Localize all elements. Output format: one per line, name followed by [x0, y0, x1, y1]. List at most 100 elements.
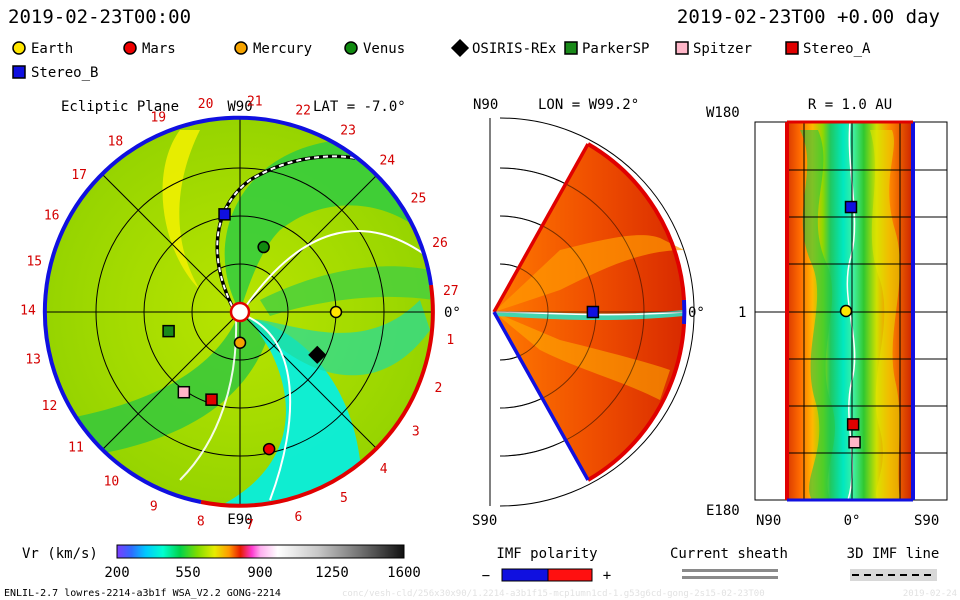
stereo-b-marker-icon: [12, 65, 26, 79]
legend-label: Mars: [142, 41, 176, 57]
imf-polarity-label: IMF polarity: [496, 546, 597, 562]
date-stamp: 2019-02-24: [903, 589, 957, 599]
stereo-a-marker-icon: [785, 41, 799, 55]
colorbar-tick: 900: [247, 565, 272, 581]
ecliptic-tick-label: 10: [104, 475, 120, 490]
ecliptic-tick-label: 20: [198, 97, 214, 112]
osiris-rex-marker: [308, 345, 327, 364]
legend-item-mars: Mars: [123, 41, 176, 57]
colorbar-label: Vr (km/s): [22, 546, 98, 562]
radial-panel: R = 1.0 AU W180 1 E180 N90 0° S90: [706, 97, 948, 529]
parkersp-marker: [162, 324, 175, 338]
current-sheath-legend: Current sheath: [670, 546, 788, 579]
stereo-b-marker: [218, 208, 231, 221]
colorbar-tick: 1600: [387, 565, 421, 581]
legend-item-parkersp: ParkerSP: [564, 41, 649, 57]
ecliptic-panel: Ecliptic Plane LAT = -7.0° W90 E90 0°: [20, 95, 461, 533]
ecliptic-rim-positive: [200, 284, 435, 508]
meridional-top-label: N90: [473, 97, 498, 113]
ecliptic-tick-label: 26: [432, 236, 448, 251]
imf-3d-label: 3D IMF line: [847, 546, 940, 562]
ecliptic-tick-label: 24: [379, 154, 395, 169]
legend: Earth Mars Mercury Venus OSIRIS-REx Park…: [12, 38, 871, 81]
radial-bodies: [839, 200, 861, 449]
datetime-right: 2019-02-23T00 +0.00 day: [677, 6, 940, 28]
ecliptic-tick-label: 6: [294, 510, 302, 525]
ecliptic-right-label: 0°: [444, 305, 461, 321]
ecliptic-tick-label: 1: [446, 333, 454, 348]
radial-left-mid: 1: [738, 305, 746, 321]
current-sheath-label: Current sheath: [670, 546, 788, 562]
legend-item-osiris-rex: OSIRIS-REx: [450, 38, 556, 58]
ecliptic-tick-label: 27: [443, 284, 459, 299]
mars-marker-icon: [123, 41, 137, 55]
ecliptic-tick-label: 9: [150, 500, 158, 515]
ecliptic-tick-label: 4: [380, 462, 388, 477]
run-info: conc/vesh-cld/256x30x90/1.2214-a3b1f15-m…: [342, 589, 765, 599]
radial-bottom-left: N90: [756, 513, 781, 529]
radial-title: R = 1.0 AU: [808, 97, 892, 113]
ecliptic-tick-label: 21: [247, 95, 263, 110]
radial-left-bottom: E180: [706, 503, 740, 519]
meridional-panel: N90 LON = W99.2° S90 0°: [472, 97, 705, 529]
legend-label: Stereo_A: [803, 41, 871, 57]
current-sheath-line-icon: [682, 569, 778, 572]
ecliptic-bottom-label: E90: [227, 512, 252, 528]
ecliptic-tick-label: 8: [197, 514, 205, 529]
mercury-marker: [233, 336, 247, 349]
imf-negative-swatch: [501, 568, 549, 582]
ecliptic-lat-label: LAT = -7.0°: [313, 99, 406, 115]
legend-label: Venus: [363, 41, 405, 57]
meridional-rim-positive: [586, 142, 686, 301]
legend-item-venus: Venus: [344, 41, 405, 57]
earth-marker: [329, 305, 343, 319]
ecliptic-tick-label: 11: [68, 440, 84, 455]
legend-item-stereo-b: Stereo_B: [12, 65, 98, 81]
legend-label: Mercury: [253, 41, 312, 57]
earth-marker-icon: [12, 41, 26, 55]
colorbar-tick: 1250: [315, 565, 349, 581]
radial-left-top: W180: [706, 105, 740, 121]
legend-label: Spitzer: [693, 41, 752, 57]
spitzer-marker: [848, 436, 861, 449]
ecliptic-title: Ecliptic Plane: [61, 99, 179, 115]
model-info: ENLIL-2.7 lowres-2214-a3b1f WSA_V2.2 GON…: [4, 588, 281, 599]
ecliptic-tick-label: 5: [340, 491, 348, 506]
ecliptic-rim-negative: [42, 115, 433, 504]
ecliptic-tick-label: 15: [26, 255, 42, 270]
ecliptic-tick-label: 19: [150, 110, 166, 125]
stereo-b-marker: [586, 305, 600, 319]
meridional-title: LON = W99.2°: [538, 97, 639, 113]
colorbar-gradient: [116, 544, 405, 559]
spitzer-marker-icon: [675, 41, 689, 55]
legend-item-stereo-a: Stereo_A: [785, 41, 871, 57]
legend-label: Earth: [31, 41, 73, 57]
ecliptic-tick-label: 18: [108, 135, 124, 150]
legend-label: OSIRIS-REx: [472, 41, 556, 57]
imf-positive-swatch: [547, 568, 593, 582]
legend-item-spitzer: Spitzer: [675, 41, 752, 57]
meridional-rim-negative: [492, 311, 590, 481]
spitzer-marker: [177, 385, 191, 399]
ecliptic-tick-label: 2: [434, 381, 442, 396]
stereo-b-marker: [844, 200, 858, 214]
venus-marker-icon: [344, 41, 358, 55]
ecliptic-tick-label: 16: [44, 209, 60, 224]
meridional-bottom-label: S90: [472, 513, 497, 529]
earth-marker: [839, 304, 853, 318]
ecliptic-tick-label: 23: [340, 124, 356, 139]
imf-3d-legend: 3D IMF line: [847, 546, 940, 581]
legend-label: ParkerSP: [582, 41, 649, 57]
ecliptic-tick-label: 25: [411, 192, 427, 207]
parkersp-marker-icon: [564, 41, 578, 55]
venus-marker: [257, 240, 270, 254]
colorbar: Vr (km/s) 200 550 900 1250 1600: [22, 544, 421, 581]
ecliptic-top-label: W90: [227, 99, 252, 115]
radial-bottom-right: S90: [914, 513, 939, 529]
stereo-a-marker: [846, 418, 860, 431]
mars-marker: [262, 442, 276, 456]
ecliptic-tick-label: 12: [42, 399, 58, 414]
legend-item-mercury: Mercury: [234, 41, 312, 57]
